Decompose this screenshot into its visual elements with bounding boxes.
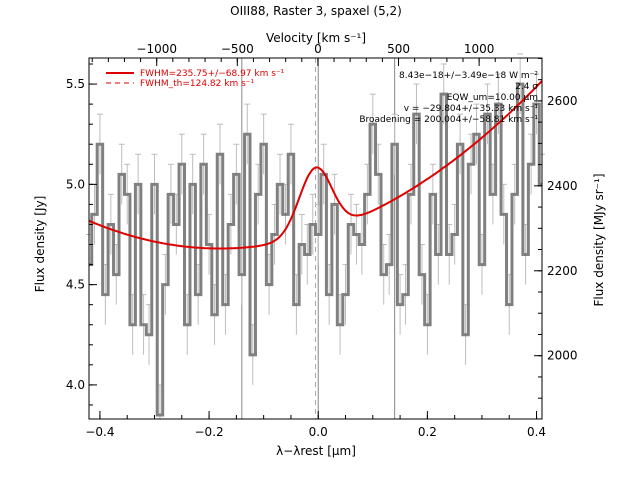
x-tick-label: −0.4 <box>85 425 114 439</box>
x-axis-title: λ−λrest [μm] <box>276 444 356 458</box>
x-tick-label: −0.2 <box>195 425 224 439</box>
right-tick-label: 2000 <box>547 349 578 363</box>
right-tick-label: 2400 <box>547 179 578 193</box>
legend-label: FWHM=235.75+/−68.97 km s⁻¹ <box>140 69 285 79</box>
fit-line <box>88 80 543 250</box>
x-tick-label: 0.0 <box>309 425 328 439</box>
top-tick-label: 0 <box>314 42 322 56</box>
plot-frame <box>88 57 543 420</box>
y-tick-label: 5.0 <box>66 177 85 191</box>
spectrum-line <box>89 82 542 417</box>
x-tick-label: 0.4 <box>527 425 546 439</box>
y-tick-label: 4.0 <box>66 378 85 392</box>
y-tick-label: 4.5 <box>66 278 85 292</box>
x-tick-label: 0.2 <box>418 425 437 439</box>
top-tick-label: 1000 <box>464 42 495 56</box>
fit-annotation: EQW_um=10.00 μm <box>447 93 538 103</box>
fit-annotation: 2.4 σ <box>515 82 538 92</box>
y-axis-title: Flux density [Jy] <box>33 196 47 293</box>
fit-annotation: 8.43e−18+/−3.49e−18 W m⁻² <box>399 71 538 81</box>
fit-annotation: v = −29.804+/−35.33 km s⁻¹ <box>404 104 539 114</box>
legend-label: FWHM_th=124.82 km s⁻¹ <box>140 79 255 89</box>
top-axis-title: Velocity [km s⁻¹] <box>266 31 366 45</box>
right-axis-title: Flux density [MJy sr⁻¹] <box>592 173 606 306</box>
y-tick-label: 5.5 <box>66 77 85 91</box>
chart-title: OIII88, Raster 3, spaxel (5,2) <box>230 4 402 18</box>
top-tick-label: 500 <box>387 42 410 56</box>
fit-annotation: Broadening = 200.004+/−58.81 km s⁻¹ <box>359 115 538 125</box>
right-tick-label: 2600 <box>547 94 578 108</box>
right-tick-label: 2200 <box>547 264 578 278</box>
top-tick-label: −1000 <box>136 42 177 56</box>
top-tick-label: −500 <box>221 42 254 56</box>
